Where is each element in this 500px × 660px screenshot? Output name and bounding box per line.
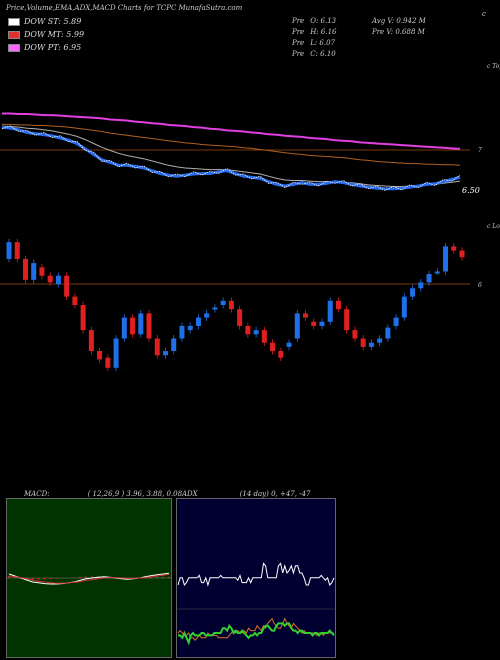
stat-high: Pre H: 6.16 — [292, 28, 337, 36]
legend-dow-pt: DOW PT: 6.95 — [8, 43, 81, 52]
candle-body — [311, 321, 317, 326]
candle-body — [352, 330, 358, 339]
legend-dow-st: DOW ST: 5.89 — [8, 17, 81, 26]
adx-panel — [176, 498, 336, 658]
stat-prev-volume: Pre V: 0.688 M — [372, 28, 425, 36]
candle-body — [360, 338, 366, 347]
macd-chart — [7, 572, 171, 585]
candle-body — [39, 267, 45, 276]
candle-body — [270, 342, 276, 352]
candle-panel-lows-label: c Lows — [487, 223, 500, 230]
stat-open: Pre O: 6.13 — [292, 17, 337, 25]
adx-line — [177, 562, 335, 587]
candle-body — [121, 317, 127, 339]
candle-body — [31, 263, 37, 280]
candle-body — [393, 317, 399, 326]
candle-body — [6, 242, 12, 259]
plus-di-line — [178, 622, 335, 646]
dma-long-line — [2, 112, 461, 150]
candle-body — [286, 342, 292, 347]
candle-body — [237, 309, 243, 326]
candle-body — [138, 313, 144, 335]
candle-body — [162, 351, 168, 356]
candle-body — [97, 351, 103, 360]
adx-title: ADX (14 day) 0, +47, -47 — [182, 490, 311, 498]
candle-body — [401, 296, 407, 318]
candle-body — [228, 300, 234, 310]
candle-body — [130, 317, 136, 335]
chart-title: Price,Volume,EMA,ADX,MACD Charts for TCP… — [6, 4, 243, 12]
candle-body — [319, 321, 325, 326]
candle-body — [146, 313, 152, 339]
candle-body — [154, 338, 160, 356]
candle-body — [47, 275, 53, 283]
main-chart: c Tops 6.50 7 c Lows 6 — [0, 63, 500, 372]
price-last-label: 6.50 — [462, 186, 480, 195]
candle-body — [434, 271, 440, 274]
candle-body — [443, 246, 449, 272]
candle-body — [179, 325, 185, 339]
candle-body — [105, 357, 111, 368]
ema-short-line — [1, 125, 461, 191]
candle-body — [335, 300, 341, 310]
stat-low: Pre L: 6.07 — [292, 39, 336, 47]
candle-body — [55, 275, 61, 285]
minus-di-line — [177, 617, 334, 641]
price-panel-tops-label: c Tops — [487, 63, 500, 70]
candle-body — [171, 338, 177, 352]
candle-body — [344, 309, 350, 331]
ema-long-line — [2, 123, 461, 166]
candle-body — [451, 246, 457, 251]
legend-dow-mt: DOW MT: 5.99 — [8, 30, 84, 39]
candle-body — [368, 342, 374, 347]
candle-body — [426, 274, 432, 283]
legend-swatch — [8, 17, 20, 26]
legend-label: DOW PT: 6.95 — [24, 43, 82, 52]
candle-body — [245, 325, 251, 335]
adx-chart — [177, 562, 335, 646]
candle-body — [294, 313, 300, 339]
candle-body — [72, 296, 78, 305]
legend-label: DOW ST: 5.89 — [24, 17, 82, 26]
macd-panel — [6, 498, 172, 658]
macd-signal-line — [8, 573, 170, 584]
stat-close: Pre C: 6.10 — [292, 50, 336, 58]
candle-body — [204, 313, 210, 318]
legend-swatch — [8, 30, 20, 39]
chart-corner-marker: c — [482, 10, 486, 18]
candle-body — [261, 330, 267, 343]
ema-mid-line — [1, 125, 461, 187]
macd-title: MACD:( 12,26,9 ) 3.96, 3.88, 0.08 — [24, 490, 183, 498]
candle-body — [385, 327, 391, 339]
candle-body — [410, 288, 416, 297]
candle-body — [377, 338, 383, 343]
candle-body — [195, 317, 201, 326]
candle-body — [220, 300, 226, 305]
candle-body — [88, 330, 94, 352]
candle-body — [113, 338, 119, 368]
candle-body — [278, 351, 284, 358]
candle-body — [212, 307, 218, 310]
candle-body — [303, 313, 309, 318]
legend-label: DOW MT: 5.99 — [24, 30, 85, 39]
candle-body — [418, 282, 424, 289]
stat-avg-volume: Avg V: 0.942 M — [372, 17, 426, 25]
candle-ref-label: 6 — [478, 282, 482, 289]
candle-body — [80, 305, 86, 331]
legend-swatch — [8, 43, 20, 52]
price-ref-label: 7 — [478, 147, 482, 154]
candle-body — [14, 242, 20, 259]
candle-body — [459, 250, 465, 258]
candle-body — [327, 300, 333, 322]
candle-body — [22, 258, 28, 280]
price-dotted-line — [1, 125, 461, 191]
candle-body — [64, 275, 70, 297]
candle-body — [187, 325, 193, 331]
candle-body — [253, 330, 259, 335]
